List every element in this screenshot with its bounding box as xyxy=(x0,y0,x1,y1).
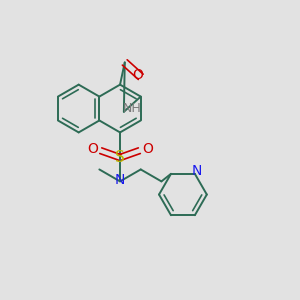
Text: N: N xyxy=(191,164,202,178)
Text: S: S xyxy=(115,150,125,165)
Text: O: O xyxy=(87,142,98,156)
Text: O: O xyxy=(132,68,143,82)
Text: O: O xyxy=(142,142,153,156)
Text: NH: NH xyxy=(123,102,142,115)
Text: N: N xyxy=(115,173,125,187)
